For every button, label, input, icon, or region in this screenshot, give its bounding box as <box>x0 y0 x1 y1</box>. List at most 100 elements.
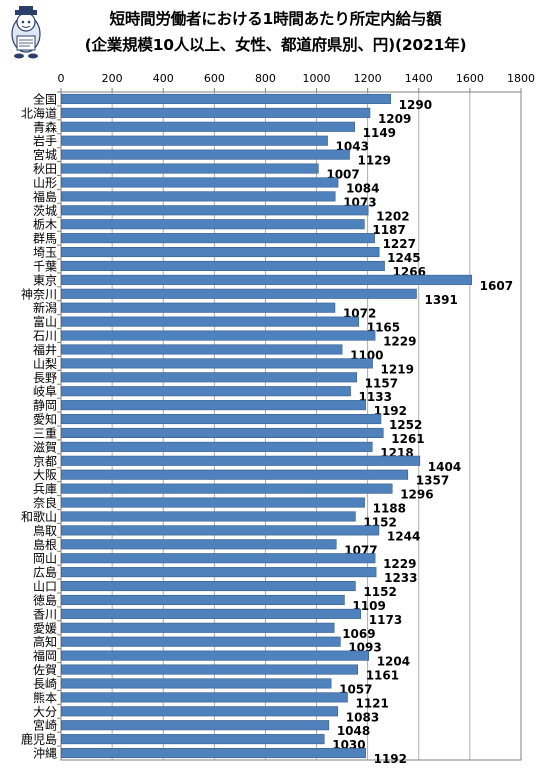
bar-埼玉 <box>61 247 380 258</box>
data-label: 1290 <box>399 98 432 112</box>
bar-石川 <box>61 330 376 341</box>
category-label: 岩手 <box>33 133 57 148</box>
data-label: 1357 <box>416 474 449 488</box>
bar-兵庫 <box>61 483 393 494</box>
bar-神奈川 <box>61 288 417 299</box>
category-label: 千葉 <box>33 259 57 273</box>
bar-長崎 <box>61 678 332 689</box>
data-label: 1202 <box>376 209 409 223</box>
bar-鳥取 <box>61 525 380 536</box>
bar-和歌山 <box>61 511 356 522</box>
data-label: 1229 <box>383 557 416 571</box>
bar-群馬 <box>61 233 375 244</box>
category-label: 岐阜 <box>33 385 57 399</box>
category-label: 和歌山 <box>21 509 57 524</box>
x-tick-label: 0 <box>58 72 65 85</box>
bar-愛知 <box>61 414 382 425</box>
bar-奈良 <box>61 497 365 508</box>
bar-大分 <box>61 706 339 717</box>
data-label: 1121 <box>355 696 388 710</box>
bar-千葉 <box>61 260 385 271</box>
bar-茨城 <box>61 205 369 216</box>
category-label: 北海道 <box>21 105 57 120</box>
category-label: 鹿児島 <box>21 732 57 747</box>
category-label: 山口 <box>33 580 57 594</box>
chart-title: 短時間労働者における1時間あたり所定内給与額 <box>109 10 442 28</box>
bar-島根 <box>61 539 337 550</box>
bar-岐阜 <box>61 386 351 397</box>
category-label: 広島 <box>33 565 57 580</box>
category-label: 茨城 <box>33 204 57 218</box>
data-label: 1261 <box>391 432 424 446</box>
bar-青森 <box>61 121 355 132</box>
category-label: 静岡 <box>33 399 57 413</box>
category-label: 神奈川 <box>21 287 57 301</box>
category-label: 新潟 <box>33 300 57 315</box>
data-label: 1233 <box>384 571 417 585</box>
data-label: 1157 <box>365 376 398 390</box>
bar-徳島 <box>61 594 345 605</box>
bar-東京 <box>61 274 472 285</box>
bar-宮崎 <box>61 720 330 731</box>
bar-鹿児島 <box>61 734 325 745</box>
bar-滋賀 <box>61 441 373 452</box>
data-label: 1192 <box>374 752 407 766</box>
category-label: 富山 <box>33 314 57 329</box>
category-label: 愛媛 <box>33 621 57 635</box>
mascot-logo-icon <box>11 6 41 59</box>
x-tick-label: 1800 <box>507 72 535 85</box>
bar-福岡 <box>61 650 369 661</box>
bar-山口 <box>61 581 356 592</box>
bar-山形 <box>61 177 339 188</box>
category-label: 徳島 <box>33 592 57 607</box>
x-tick-label: 800 <box>255 72 276 85</box>
data-label: 1192 <box>374 404 407 418</box>
category-label: 岡山 <box>33 552 57 566</box>
data-label: 1404 <box>428 460 461 474</box>
x-tick-label: 400 <box>153 72 174 85</box>
data-label: 1229 <box>383 335 416 349</box>
x-tick-label: 1200 <box>354 72 382 85</box>
category-label: 全国 <box>33 91 57 106</box>
category-label: 埼玉 <box>33 246 57 260</box>
bar-愛媛 <box>61 622 335 633</box>
data-label: 1173 <box>369 613 402 627</box>
bar-大阪 <box>61 469 409 480</box>
bar-北海道 <box>61 107 371 118</box>
bar-福井 <box>61 344 343 355</box>
category-label: 福岡 <box>33 648 57 663</box>
category-label: 東京 <box>33 273 57 287</box>
category-label: 大阪 <box>33 468 57 482</box>
data-label: 1152 <box>363 585 396 599</box>
category-label: 奈良 <box>33 495 57 510</box>
category-label: 宮崎 <box>33 718 57 733</box>
plot-area <box>60 91 522 761</box>
category-label: 山形 <box>33 176 57 190</box>
bar-全国 <box>61 93 391 104</box>
category-label: 石川 <box>33 329 57 343</box>
x-tick-label: 200 <box>102 72 123 85</box>
bar-福島 <box>61 191 336 202</box>
data-label: 1069 <box>342 627 375 641</box>
category-label: 長崎 <box>33 677 57 691</box>
category-label: 三重 <box>33 426 57 440</box>
data-label: 1219 <box>381 362 414 376</box>
data-label: 1187 <box>372 223 405 237</box>
bar-沖縄 <box>61 748 366 759</box>
x-tick-label: 1000 <box>303 72 331 85</box>
data-label: 1188 <box>373 502 406 516</box>
bar-佐賀 <box>61 664 359 675</box>
data-label: 1245 <box>387 251 420 265</box>
category-label: 鳥取 <box>33 523 57 538</box>
category-label: 長野 <box>33 371 57 385</box>
bar-長野 <box>61 372 357 383</box>
bar-高知 <box>61 636 341 647</box>
data-label: 1083 <box>346 710 379 724</box>
bar-秋田 <box>61 163 319 174</box>
data-label: 1084 <box>346 181 379 195</box>
bar-宮城 <box>61 149 350 160</box>
bar-京都 <box>61 455 421 466</box>
category-label: 滋賀 <box>33 440 57 454</box>
chart-subtitle: (企業規模10人以上、女性、都道府県別、円)(2021年) <box>84 36 467 54</box>
